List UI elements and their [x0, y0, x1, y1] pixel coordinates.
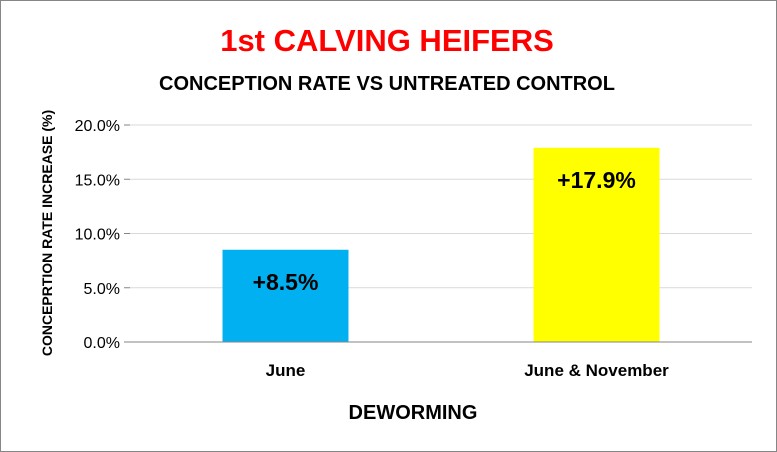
y-axis-ticks: 0.0% 5.0% 10.0% 15.0% 20.0%: [75, 118, 130, 352]
bars: +8.5% +17.9%: [222, 147, 660, 342]
bar: [533, 147, 660, 342]
y-tick-label: 15.0%: [75, 172, 120, 189]
y-tick-label: 20.0%: [75, 118, 120, 135]
bar: [222, 249, 349, 342]
data-label: +17.9%: [557, 167, 636, 193]
y-tick-label: 5.0%: [84, 281, 120, 298]
chart-subtitle: CONCEPTION RATE VS UNTREATED CONTROL: [159, 73, 615, 95]
x-tick-label: June: [266, 361, 306, 380]
x-axis-ticks: June June & November: [266, 361, 669, 380]
x-tick-label: June & November: [524, 361, 669, 380]
chart-title: 1st CALVING HEIFERS: [220, 23, 554, 58]
y-tick-label: 0.0%: [84, 335, 120, 352]
data-label: +8.5%: [253, 269, 319, 295]
y-axis-label: CONCEPRTION RATE INCREASE (%): [39, 110, 55, 356]
y-tick-label: 10.0%: [75, 227, 120, 244]
x-axis-label: DEWORMING: [349, 402, 478, 424]
